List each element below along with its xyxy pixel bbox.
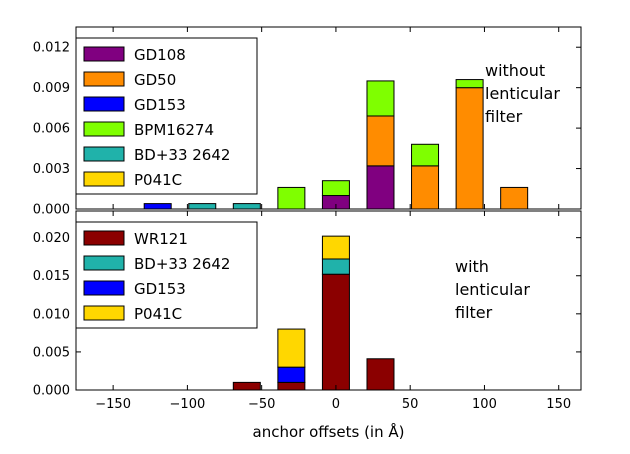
y-tick-label: 0.009 xyxy=(33,81,70,96)
legend-label: P041C xyxy=(134,305,182,323)
bar-wr121-5 xyxy=(321,273,350,391)
bar-bd-33-2642-3 xyxy=(232,203,261,210)
bottom-annotation: with lenticular filter xyxy=(455,257,535,322)
legend-label: BD+33 2642 xyxy=(134,255,230,273)
y-tick-label: 0.010 xyxy=(33,307,70,322)
bar-bd-33-2642-2 xyxy=(188,203,217,210)
top-annotation: without lenticular filter xyxy=(485,61,565,126)
bar-p041c-4 xyxy=(277,328,306,368)
x-tick-label: −50 xyxy=(248,397,275,412)
bottom-annotation-line-3: filter xyxy=(455,303,493,322)
legend-swatch xyxy=(83,255,125,271)
bar-gd50-8 xyxy=(455,87,484,210)
bar-bd-33-2642-5 xyxy=(321,258,350,275)
x-tick-label: 0 xyxy=(332,397,340,412)
legend-swatch xyxy=(83,230,125,246)
y-tick-label: 0.000 xyxy=(33,384,70,399)
legend-box xyxy=(75,37,258,195)
legend-swatch xyxy=(83,305,125,321)
bottom-y-axis: 0.000 0.005 0.010 0.015 0.020 xyxy=(33,231,581,399)
bar-bpm16274-7 xyxy=(411,143,440,167)
legend-swatch xyxy=(83,46,125,62)
bar-gd153-4 xyxy=(277,366,306,383)
legend-label: BPM16274 xyxy=(134,121,214,139)
legend-label: WR121 xyxy=(134,230,188,248)
top-bars xyxy=(99,79,573,210)
bar-gd50-9 xyxy=(500,186,529,210)
bottom-legend: WR121 BD+33 2642 GD153 P041C xyxy=(75,221,258,329)
y-tick-label: 0.000 xyxy=(33,203,70,218)
bar-gd50-6 xyxy=(366,115,395,167)
top-annotation-line-1: without xyxy=(485,61,545,80)
legend-label: GD108 xyxy=(134,46,186,64)
bar-wr121-4 xyxy=(277,381,306,391)
legend-swatch xyxy=(83,96,125,112)
legend-swatch xyxy=(83,171,125,187)
y-tick-label: 0.012 xyxy=(33,41,70,56)
bar-p041c-5 xyxy=(321,235,350,260)
bottom-annotation-line-1: with xyxy=(455,257,489,276)
x-axis-label: anchor offsets (in Å) xyxy=(253,422,405,441)
y-tick-label: 0.006 xyxy=(33,122,70,137)
x-tick-label: −150 xyxy=(95,397,131,412)
legend-swatch xyxy=(83,71,125,87)
bar-gd50-7 xyxy=(411,165,440,210)
x-tick-label: 100 xyxy=(472,397,497,412)
bar-bpm16274-4 xyxy=(277,186,306,210)
x-axis: −150 −100 −50 0 50 100 150 xyxy=(95,27,571,412)
y-tick-label: 0.003 xyxy=(33,162,70,177)
legend-label: GD153 xyxy=(134,96,186,114)
legend-label: GD153 xyxy=(134,280,186,298)
bar-wr121-6 xyxy=(366,358,395,391)
bar-gd153-1 xyxy=(143,203,172,210)
legend-label: P041C xyxy=(134,171,182,189)
bar-bpm16274-5 xyxy=(321,180,350,197)
y-tick-label: 0.015 xyxy=(33,269,70,284)
bar-wr121-3 xyxy=(232,381,261,391)
x-tick-label: −100 xyxy=(170,397,206,412)
bar-bpm16274-6 xyxy=(366,80,395,117)
top-panel: 0.000 0.003 0.006 0.009 0.012 GD108 GD50 GD153… xyxy=(33,26,582,218)
top-annotation-line-2: lenticular xyxy=(485,84,560,103)
bottom-annotation-line-2: lenticular xyxy=(455,280,530,299)
bar-bpm16274-8 xyxy=(455,79,484,89)
legend-swatch xyxy=(83,280,125,296)
x-tick-label: 150 xyxy=(546,397,571,412)
legend-swatch xyxy=(83,121,125,137)
legend-label: GD50 xyxy=(134,71,176,89)
y-tick-label: 0.020 xyxy=(33,231,70,246)
top-y-axis: 0.000 0.003 0.006 0.009 0.012 xyxy=(33,41,581,218)
top-annotation-line-3: filter xyxy=(485,107,523,126)
x-tick-label: 50 xyxy=(402,397,419,412)
y-tick-label: 0.005 xyxy=(33,345,70,360)
legend-swatch xyxy=(83,146,125,162)
legend-label: BD+33 2642 xyxy=(134,146,230,164)
top-legend: GD108 GD50 GD153 BPM16274 BD+33 2642 P041C xyxy=(75,37,258,195)
bar-gd108-6 xyxy=(366,165,395,210)
